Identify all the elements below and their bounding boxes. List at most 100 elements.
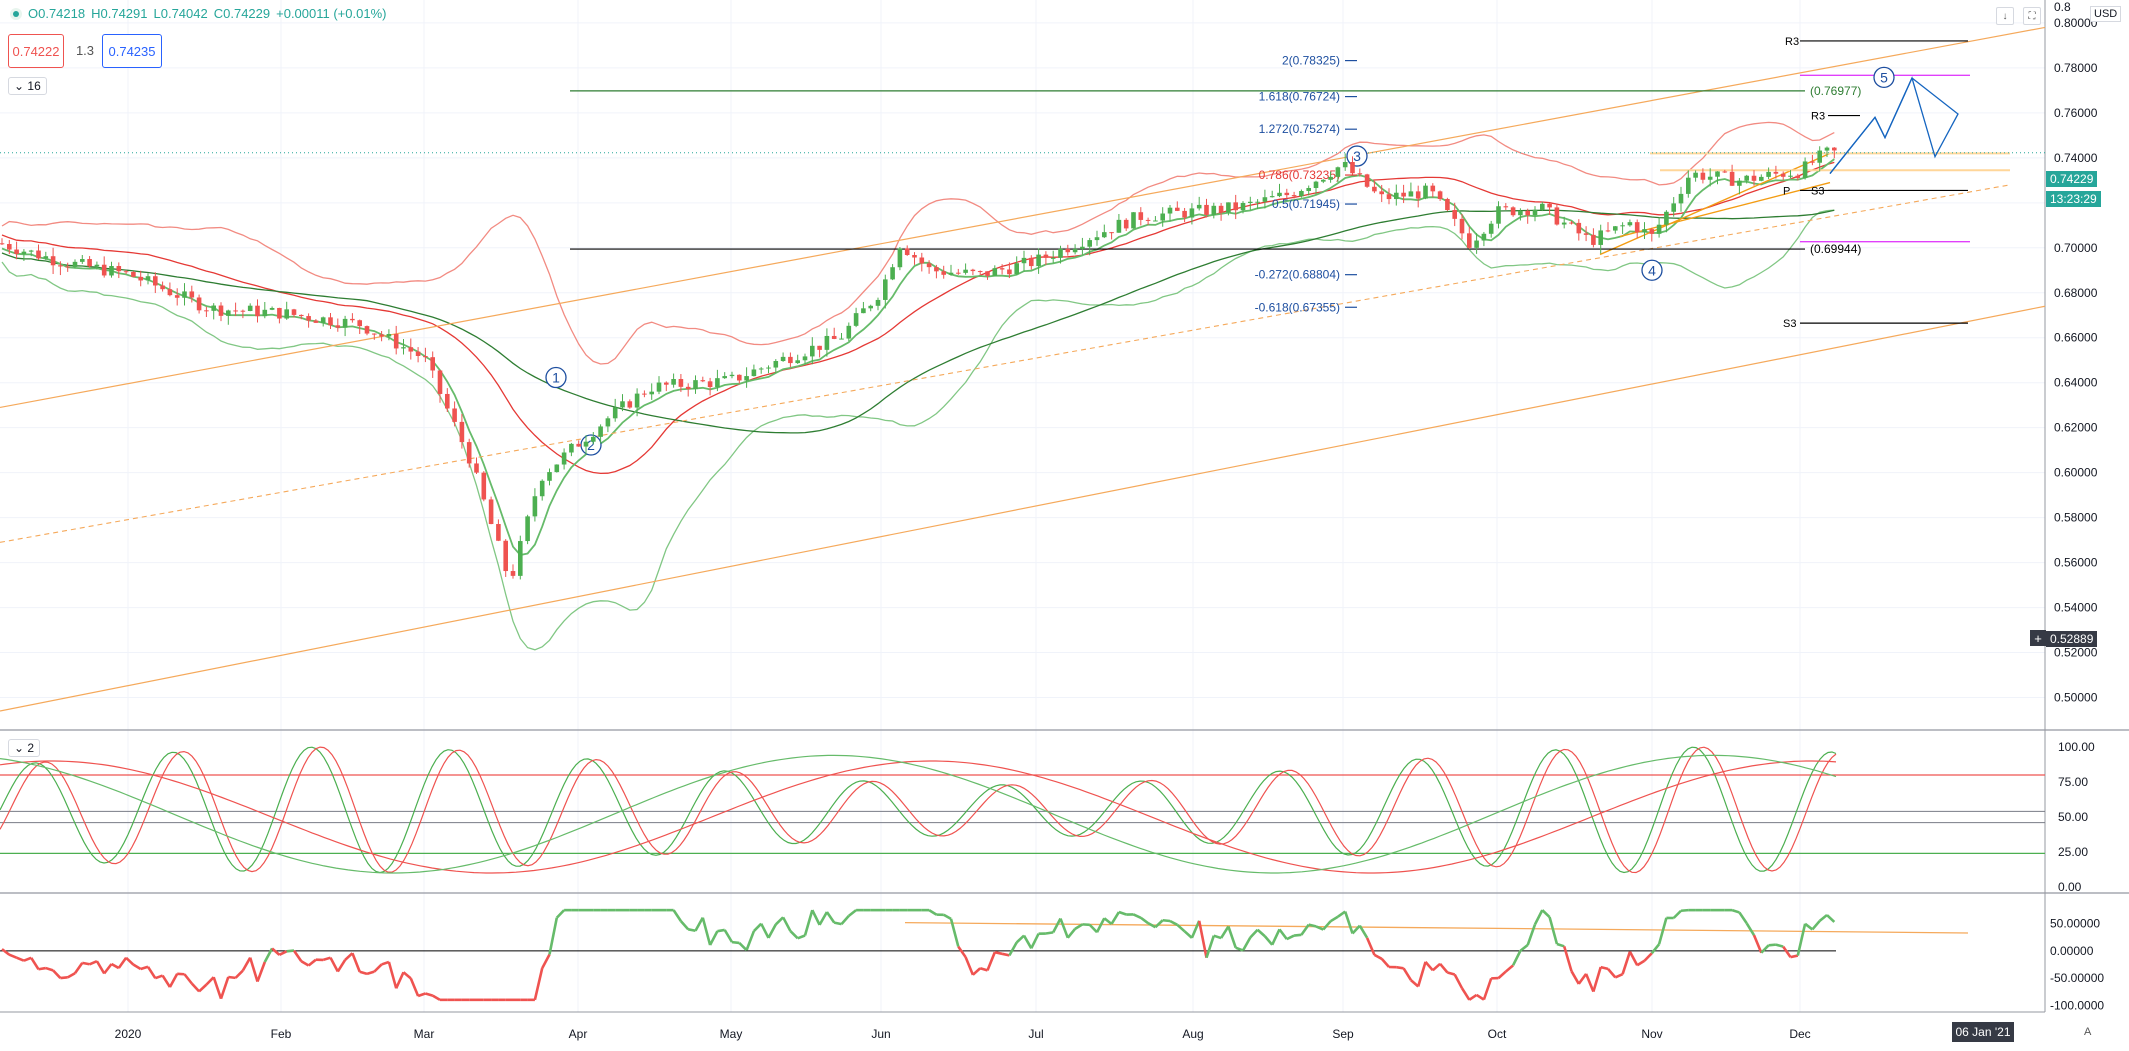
candle-body <box>116 266 122 272</box>
momentum-segment <box>752 922 763 932</box>
momentum-segment <box>402 971 412 980</box>
momentum-segment <box>1162 918 1171 923</box>
momentum-segment <box>1562 945 1573 972</box>
momentum-segment <box>228 975 236 980</box>
candle-body <box>459 421 465 443</box>
fib-label: -0.272(0.68804) <box>1255 268 1340 282</box>
candle-body <box>1211 205 1217 215</box>
arrow-down-icon[interactable]: ↓ <box>1996 7 2014 25</box>
momentum-segment <box>425 992 434 997</box>
add-plus-icon[interactable]: + <box>2030 630 2046 646</box>
momentum-segment <box>774 916 785 926</box>
momentum-segment <box>125 956 135 966</box>
candle-body <box>1007 269 1012 275</box>
candle-body <box>1269 196 1275 198</box>
momentum-segment <box>73 962 84 975</box>
candle-body <box>1459 218 1465 234</box>
momentum-segment <box>300 960 310 967</box>
candle-body <box>1175 207 1180 211</box>
wave-label: 1 <box>552 370 560 386</box>
indicators-toggle[interactable]: ⌄ 16 <box>8 77 47 95</box>
candle-body <box>831 335 837 339</box>
candle-body <box>1540 203 1545 210</box>
sell-button[interactable]: 0.74222 <box>8 34 64 68</box>
osc-slow-green-line <box>0 754 1837 874</box>
momentum-segment <box>82 961 90 966</box>
momentum-segment <box>694 917 704 932</box>
candle-body <box>1153 220 1158 222</box>
price-tick-label: 0.66000 <box>2054 331 2098 345</box>
candle-body <box>1277 192 1282 197</box>
momentum-segment <box>1745 922 1756 936</box>
candle-body <box>72 261 78 267</box>
momentum-segment <box>234 969 244 979</box>
candle-body <box>1094 237 1100 241</box>
momentum-segment <box>1219 925 1230 939</box>
candle-body <box>1707 176 1713 180</box>
candle-body <box>1131 212 1136 229</box>
pivot-label: P <box>1783 185 1790 197</box>
candle-body <box>1817 150 1822 163</box>
candle-body <box>817 345 822 350</box>
candle-body <box>1204 204 1209 215</box>
time-tick-label: Feb <box>271 1027 292 1041</box>
level-label: (0.69944) <box>1810 242 1861 256</box>
price-tick-label: 0.56000 <box>2054 556 2098 570</box>
momentum-segment <box>38 966 47 971</box>
osc-indicators-toggle[interactable]: ⌄ 2 <box>8 739 41 757</box>
candle-body <box>1123 219 1129 229</box>
time-tick-label: 2020 <box>115 1027 142 1041</box>
candle-body <box>1656 224 1662 234</box>
currency-label[interactable]: USD <box>2090 6 2122 22</box>
buy-button[interactable]: 0.74235 <box>102 34 162 68</box>
candle-body <box>430 357 435 371</box>
osc-slow-line <box>0 760 1837 874</box>
momentum-segment <box>1227 926 1237 949</box>
momentum-segment <box>1519 943 1529 952</box>
candle-body <box>1569 222 1574 224</box>
candle-body <box>1583 233 1589 235</box>
momentum-segment <box>241 957 252 972</box>
momentum-segment <box>833 921 842 926</box>
candle-body <box>342 318 348 328</box>
chevron-down-icon: ⌄ <box>14 741 25 755</box>
candle-body <box>503 540 508 572</box>
auto-scale-button[interactable]: A <box>2084 1026 2092 1038</box>
momentum-segment <box>409 977 420 997</box>
projection-path-2 <box>1829 77 1913 174</box>
candle-body <box>1488 223 1494 234</box>
candle-body <box>1342 162 1348 168</box>
crosshair-price-tag: 0.52889 <box>2046 631 2098 647</box>
momentum-segment <box>161 974 171 988</box>
candle-body <box>1547 203 1552 208</box>
momentum-segment <box>140 965 149 971</box>
candle-body <box>277 307 282 319</box>
candle-body <box>671 379 676 385</box>
candle-body <box>1445 198 1450 211</box>
indicator-count: 16 <box>27 79 41 93</box>
candle-body <box>510 571 516 576</box>
momentum-segment <box>717 928 725 933</box>
candle-body <box>883 279 888 300</box>
momentum-segment <box>701 917 712 946</box>
candle-body <box>875 299 881 306</box>
candle-body <box>21 251 27 254</box>
price-tick-label: 0.74000 <box>2054 151 2098 165</box>
momentum-segment <box>1176 923 1186 933</box>
momentum-segment <box>1636 959 1646 967</box>
candle-body <box>1686 177 1691 194</box>
candle-body <box>518 541 523 576</box>
candle-body <box>240 310 246 312</box>
momentum-segment <box>1460 987 1471 1001</box>
momentum-segment <box>818 911 829 926</box>
momentum-segment <box>1147 922 1157 929</box>
axes: 0.80.800000.780000.760000.740000.720000.… <box>115 0 2105 1041</box>
momentum-segment <box>797 934 806 940</box>
candle-body <box>561 452 567 465</box>
momentum-segment <box>1607 968 1617 979</box>
candle-body <box>861 308 866 314</box>
momentum-segment <box>548 917 559 955</box>
fullscreen-icon[interactable]: ⛶ <box>2023 7 2041 25</box>
momentum-segment <box>256 961 267 983</box>
